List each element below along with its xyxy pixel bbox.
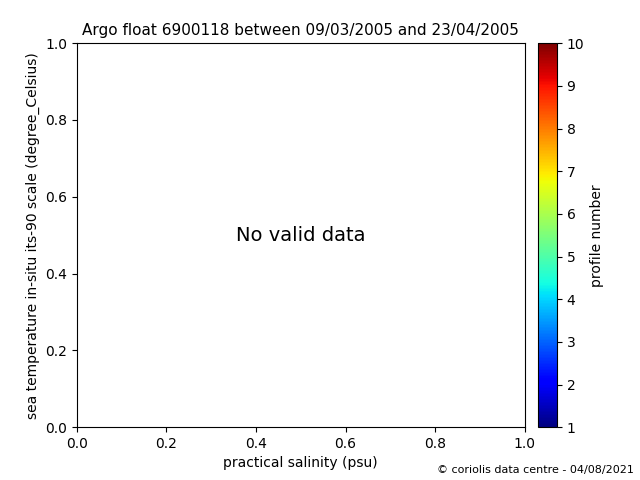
X-axis label: practical salinity (psu): practical salinity (psu) [223, 456, 378, 470]
Text: © coriolis data centre - 04/08/2021: © coriolis data centre - 04/08/2021 [436, 465, 634, 475]
Title: Argo float 6900118 between 09/03/2005 and 23/04/2005: Argo float 6900118 between 09/03/2005 an… [83, 23, 519, 38]
Y-axis label: sea temperature in-situ its-90 scale (degree_Celsius): sea temperature in-situ its-90 scale (de… [26, 52, 40, 419]
Text: No valid data: No valid data [236, 226, 365, 245]
Y-axis label: profile number: profile number [589, 184, 604, 287]
